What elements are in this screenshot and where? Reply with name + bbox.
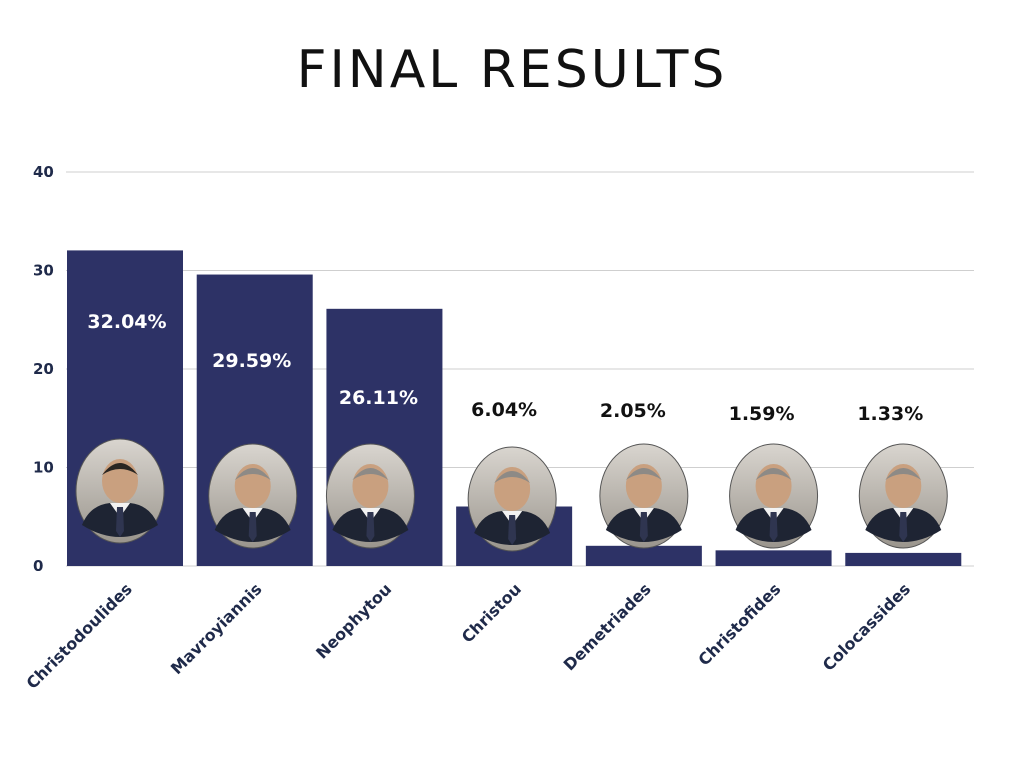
x-category-label: Colocassides	[819, 579, 914, 674]
x-category-label: Christou	[458, 579, 525, 646]
x-category-label: Christodoulides	[22, 579, 135, 692]
data-label: 1.33%	[857, 403, 923, 425]
y-axis-ticks: 0 10 20 30 40	[33, 163, 54, 575]
chart-title: FINAL RESULTS	[296, 40, 728, 100]
x-category-label: Neophytou	[312, 579, 395, 662]
x-category-label: Christofides	[694, 579, 784, 669]
candidate-portrait-icon	[599, 443, 689, 549]
bar	[585, 545, 702, 566]
x-category-label: Mavroyiannis	[167, 579, 266, 678]
y-tick-label: 30	[33, 262, 54, 280]
data-label: 2.05%	[600, 400, 666, 422]
data-label: 1.59%	[729, 403, 795, 425]
bar	[845, 552, 962, 566]
data-labels: 32.04% 29.59% 26.11% 6.04% 2.05% 1.59% 1.33%	[87, 311, 923, 425]
y-tick-label: 10	[33, 459, 54, 477]
candidate-portrait-icon	[208, 443, 298, 549]
data-label: 32.04%	[87, 311, 166, 333]
y-tick-label: 0	[33, 557, 43, 575]
x-axis-categories: Christodoulides Mavroyiannis Neophytou Chri…	[22, 579, 914, 692]
data-label: 29.59%	[212, 350, 291, 372]
candidate-portrait-icon	[858, 443, 948, 549]
data-label: 6.04%	[471, 399, 537, 421]
portraits	[75, 438, 948, 552]
data-label: 26.11%	[339, 387, 418, 409]
bar	[715, 550, 832, 566]
x-category-label: Demetriades	[560, 579, 655, 674]
candidate-portrait-icon	[75, 438, 165, 544]
y-tick-label: 20	[33, 360, 54, 378]
candidate-portrait-icon	[729, 443, 819, 549]
candidate-portrait-icon	[467, 446, 557, 552]
y-tick-label: 40	[33, 163, 54, 181]
candidate-portrait-icon	[325, 443, 415, 549]
